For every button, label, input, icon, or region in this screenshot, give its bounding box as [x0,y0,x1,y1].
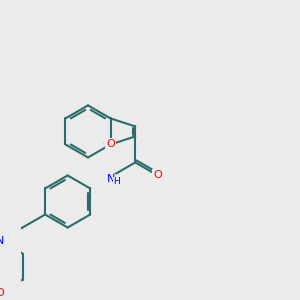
Text: N: N [107,174,115,184]
Text: O: O [154,170,162,181]
Text: N: N [0,236,4,245]
Text: O: O [0,288,4,298]
Text: O: O [106,140,115,149]
Text: H: H [113,178,120,187]
